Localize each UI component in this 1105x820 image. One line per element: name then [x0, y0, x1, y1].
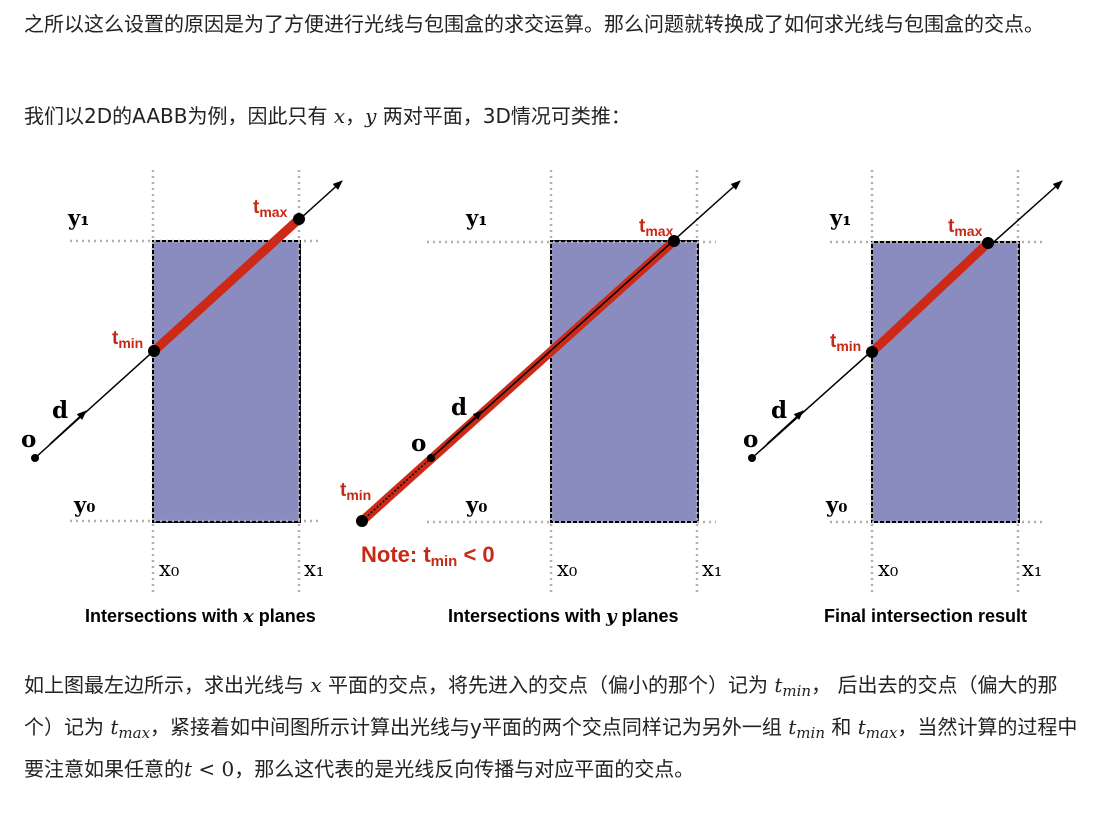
- ray-aabb-diagram: y₁ y₀ x₀ x₁ o d tmin tmax Intersections …: [21, 170, 1063, 627]
- label-x1: x₁: [702, 557, 722, 581]
- aabb-paragraph: 我们以2D的AABB为例，因此只有 x，y 两对平面，3D情况可类推：: [24, 98, 1084, 134]
- aabb-comma: ，: [345, 104, 366, 128]
- aabb-text-before: 我们以2D的AABB为例，因此只有: [24, 104, 334, 128]
- label-tmax: tmax: [948, 216, 983, 239]
- label-x1: x₁: [304, 557, 324, 581]
- label-x0: x₀: [159, 557, 179, 581]
- math-t: t: [184, 757, 193, 781]
- direction-arrow: [766, 410, 804, 445]
- label-d: d: [771, 397, 787, 424]
- intro-text: 之所以这么设置的原因是为了方便进行光线与包围盒的求交运算。那么问题就转换成了如何…: [24, 12, 1044, 36]
- note-tmin-negative: Note: tmin < 0: [361, 542, 495, 570]
- tmin-point: [148, 345, 160, 357]
- label-y0: y₀: [73, 492, 95, 517]
- caption: Final intersection result: [824, 606, 1027, 626]
- label-y1: y₁: [829, 205, 851, 230]
- label-tmin: tmin: [830, 331, 861, 354]
- caption: Intersections with y planes: [448, 606, 679, 627]
- label-o: o: [411, 430, 426, 457]
- label-y1: y₁: [465, 205, 487, 230]
- label-d: d: [52, 397, 68, 424]
- ray-origin-point: [748, 454, 756, 462]
- aabb-text-after: 两对平面，3D情况可类推：: [376, 104, 631, 128]
- direction-arrow: [49, 410, 87, 445]
- label-y1: y₁: [67, 205, 89, 230]
- label-y0: y₀: [825, 492, 847, 517]
- ray-origin-point: [427, 454, 435, 462]
- explanation-paragraph: 如上图最左边所示，求出光线与 x 平面的交点，将先进入的交点（偏小的那个）记为 …: [24, 667, 1084, 787]
- tmin-point: [356, 515, 368, 527]
- tmax-point: [293, 213, 305, 225]
- explain-s2: 平面的交点，将先进入的交点（偏小的那个）记为: [321, 673, 775, 697]
- direction-arrow: [445, 410, 483, 445]
- math-x: x: [310, 673, 322, 697]
- math-tmax: tmax: [110, 715, 151, 742]
- label-x0: x₀: [878, 557, 898, 581]
- label-d: d: [451, 394, 467, 421]
- ray-behind-origin: [361, 457, 432, 522]
- ray-origin-point: [31, 454, 39, 462]
- math-y: y: [365, 104, 377, 128]
- explain-s5: 和: [824, 715, 858, 739]
- ray-overlap-segment: [150, 215, 303, 355]
- explain-s4: ，紧接着如中间图所示计算出光线与y平面的两个交点同样记为另外一组: [150, 715, 789, 739]
- math-tmax-2: tmax: [857, 715, 898, 742]
- label-o: o: [743, 426, 758, 453]
- panel-x-planes: y₁ y₀ x₀ x₁ o d tmin tmax Intersections …: [21, 170, 343, 627]
- intro-paragraph: 之所以这么设置的原因是为了方便进行光线与包围盒的求交运算。那么问题就转换成了如何…: [24, 6, 1084, 42]
- tmax-point: [668, 235, 680, 247]
- label-o: o: [21, 426, 36, 453]
- label-tmin: tmin: [340, 480, 371, 503]
- math-tmin: tmin: [774, 673, 812, 700]
- label-tmax: tmax: [639, 216, 674, 239]
- label-tmin: tmin: [112, 328, 143, 351]
- ray-aabb-figure: y₁ y₀ x₀ x₁ o d tmin tmax Intersections …: [0, 160, 1105, 640]
- explain-s1: 如上图最左边所示，求出光线与: [24, 673, 311, 697]
- math-tmin-2: tmin: [788, 715, 825, 742]
- caption: Intersections with x planes: [85, 606, 316, 627]
- explain-s6: ，当然计算的过程中要注意如果任意的: [24, 715, 1078, 781]
- label-x1: x₁: [1022, 557, 1042, 581]
- explain-s8: ，那么这代表的是光线反向传播与对应平面的交点。: [234, 757, 695, 781]
- label-x0: x₀: [557, 557, 577, 581]
- tmin-point: [866, 346, 878, 358]
- panel-y-planes: y₁ y₀ x₀ x₁ o d tmin tmax Note: tmin < 0…: [340, 170, 741, 627]
- explain-s3: ， 后出去的交点（偏大的那个）记为: [24, 673, 1058, 739]
- math-x: x: [333, 104, 346, 128]
- label-tmax: tmax: [253, 197, 288, 220]
- math-less-than-zero: < 0: [192, 757, 235, 781]
- label-y0: y₀: [465, 492, 487, 517]
- panel-final-result: y₁ y₀ x₀ x₁ o d tmin tmax Final intersec…: [743, 170, 1063, 626]
- tmax-point: [982, 237, 994, 249]
- ray-overlap-segment: [868, 239, 992, 356]
